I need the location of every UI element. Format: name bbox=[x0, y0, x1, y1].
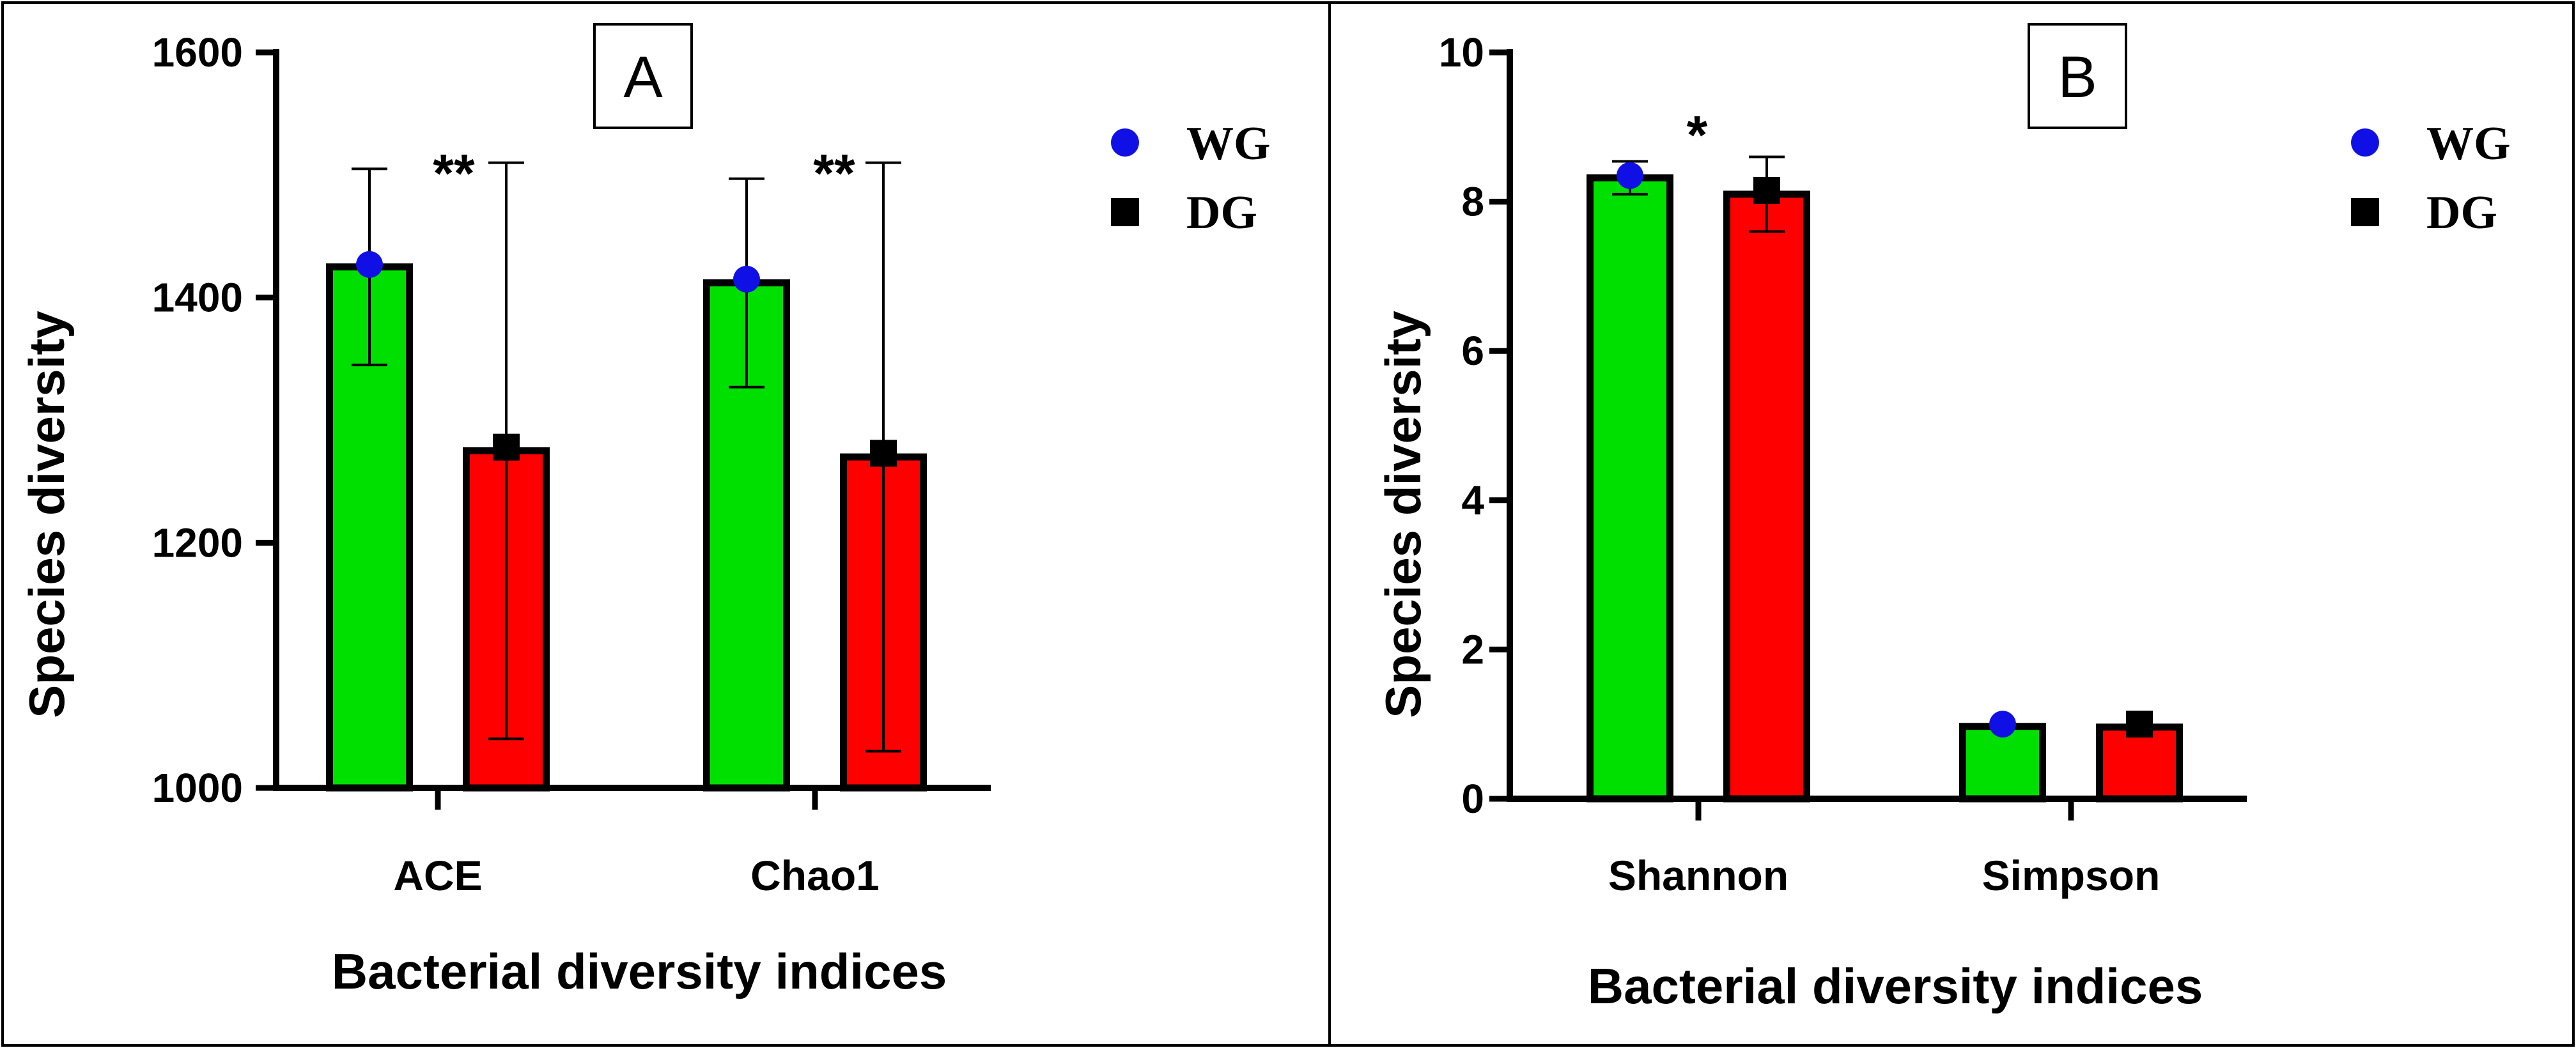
panel-b-y-axis-title: Species diversity bbox=[1375, 311, 1431, 718]
panel-b-plot: 0 2 4 6 8 10 bbox=[1439, 29, 2247, 822]
panel-a-significance-chao1: ** bbox=[813, 143, 855, 203]
panel-b-y-tick-label: 0 bbox=[1461, 776, 1484, 822]
panel-b-legend-wg-marker bbox=[2351, 128, 2379, 157]
panel-a-label: A bbox=[623, 45, 663, 110]
panel-b-bar-shannon-dg bbox=[1723, 190, 1810, 803]
panel-b-point-shannon-dg bbox=[1753, 177, 1780, 204]
panel-b-label-box bbox=[2028, 23, 2127, 129]
panel-b-y-tick-label: 8 bbox=[1461, 179, 1484, 225]
panel-b-legend-dg-marker bbox=[2351, 198, 2379, 226]
panel-a-point-chao1-dg bbox=[870, 440, 897, 467]
panel-a-legend-wg-label: WG bbox=[1186, 118, 1271, 170]
panel-b-significance-shannon: * bbox=[1687, 105, 1708, 165]
panel-b-legend-dg-label: DG bbox=[2426, 187, 2497, 239]
panel-b-category-label-shannon: Shannon bbox=[1608, 852, 1788, 899]
panel-a-y-tick-label: 1000 bbox=[152, 765, 243, 811]
panel-a-y-axis-title: Species diversity bbox=[19, 311, 75, 718]
panel-a-category-label-chao1: Chao1 bbox=[750, 852, 880, 899]
panel-b-frame bbox=[1328, 1, 2575, 1047]
panel-a-significance-ace: ** bbox=[433, 143, 475, 203]
panel-a-x-axis-title: Bacterial diversity indices bbox=[332, 943, 947, 999]
panel-b-point-shannon-wg bbox=[1617, 162, 1643, 189]
panel-a-legend-dg-marker bbox=[1111, 198, 1139, 226]
panel-a-label-box bbox=[593, 23, 693, 129]
panel-b: 0 2 4 6 8 10 Species diversity Bacterial dive… bbox=[1328, 1, 2575, 1047]
panel-b-y-tick-label: 10 bbox=[1439, 29, 1484, 75]
panel-a-point-ace-dg bbox=[493, 433, 520, 461]
panel-a-category-label-ace: ACE bbox=[393, 852, 482, 899]
panel-b-point-simpson-wg bbox=[1989, 711, 2016, 738]
panel-a: 1000 1200 1400 1600 Species diversity Bacte… bbox=[1, 1, 1331, 1047]
panel-b-bar-simpson-wg bbox=[1959, 723, 2046, 803]
panel-b-bar-simpson-dg bbox=[2096, 723, 2183, 803]
panel-b-y-tick-label: 6 bbox=[1461, 328, 1484, 374]
panel-a-y-tick-label: 1400 bbox=[152, 275, 243, 321]
panel-b-label: B bbox=[2058, 45, 2097, 110]
panel-b-point-simpson-dg bbox=[2126, 711, 2153, 738]
panel-a-legend: WG DG bbox=[1111, 118, 1271, 239]
panel-b-bar-shannon-wg bbox=[1587, 174, 1673, 803]
panel-b-x-axis-title: Bacterial diversity indices bbox=[1588, 958, 2203, 1014]
panel-a-y-tick-label: 1600 bbox=[152, 29, 243, 75]
panel-a-plot: 1000 1200 1400 1600 bbox=[152, 29, 991, 811]
panel-a-y-tick-label: 1200 bbox=[152, 520, 243, 566]
panel-a-point-ace-wg bbox=[356, 250, 383, 278]
panel-a-legend-wg-marker bbox=[1111, 128, 1139, 157]
panel-a-legend-dg-label: DG bbox=[1186, 187, 1257, 239]
panel-b-legend-wg-label: WG bbox=[2426, 118, 2511, 170]
panel-b-category-label-simpson: Simpson bbox=[1982, 852, 2161, 899]
panel-b-y-tick-label: 2 bbox=[1461, 626, 1484, 672]
panel-b-y-tick-label: 4 bbox=[1461, 477, 1484, 523]
panel-a-bar-ace-wg bbox=[326, 263, 413, 792]
panel-a-point-chao1-wg bbox=[733, 265, 760, 293]
panel-b-legend: WG DG bbox=[2351, 118, 2511, 239]
